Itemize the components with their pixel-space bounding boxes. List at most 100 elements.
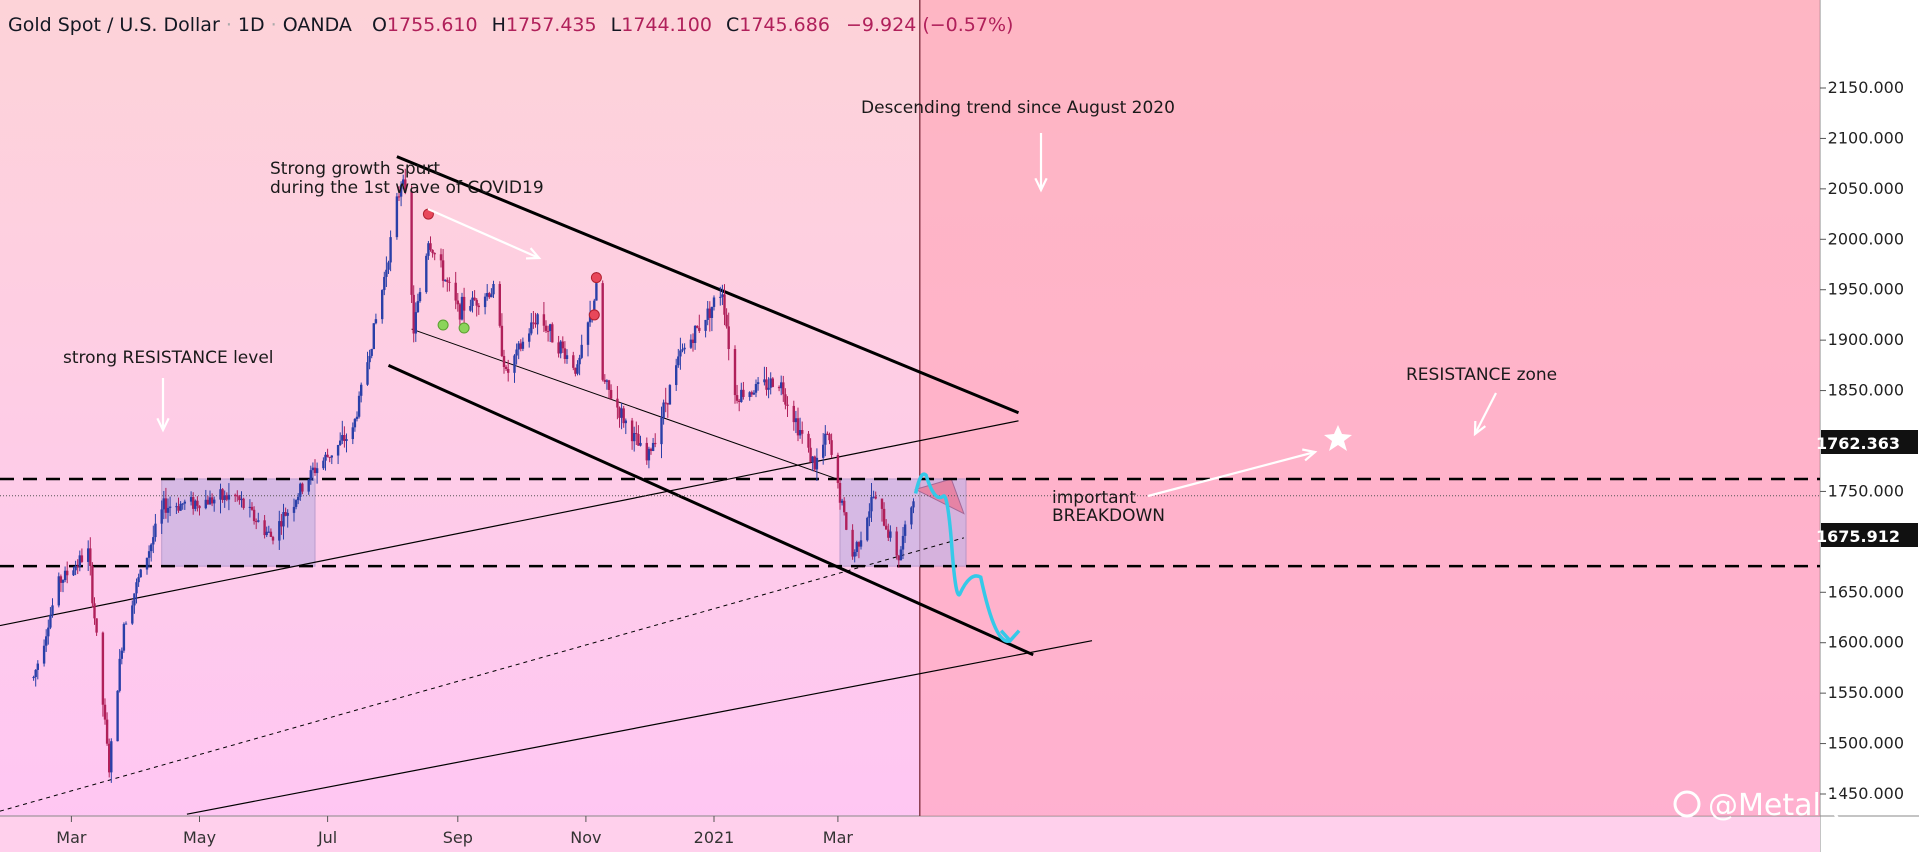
candle-body xyxy=(61,580,65,583)
candle-body xyxy=(475,299,478,306)
arrow-resistance-zone xyxy=(1474,392,1497,435)
candle-body xyxy=(557,342,560,354)
candle-body xyxy=(133,593,136,606)
candle-body xyxy=(492,284,495,295)
candle-body xyxy=(213,499,216,504)
time-tick-label: Nov xyxy=(570,828,601,847)
candle-body xyxy=(307,479,310,492)
candle-body xyxy=(765,379,768,390)
candle-body xyxy=(763,379,766,383)
arrow-growth xyxy=(427,207,540,260)
candle-body xyxy=(368,355,371,363)
candle-body xyxy=(483,296,487,308)
candle-body xyxy=(402,179,405,185)
candle-body xyxy=(116,690,119,742)
candle-body xyxy=(859,540,863,547)
candle-body xyxy=(836,454,840,483)
candle-body xyxy=(297,496,300,501)
candle-body xyxy=(343,435,346,441)
candle-body xyxy=(444,279,447,281)
price-tick-label: 1450.000 xyxy=(1828,784,1904,803)
candle-body xyxy=(513,355,516,373)
candle-body xyxy=(250,506,254,510)
candle-body xyxy=(248,506,252,508)
price-tick-label: 1900.000 xyxy=(1828,330,1904,349)
candle-body xyxy=(278,521,281,541)
time-tick-label: Jul xyxy=(317,828,337,847)
candle-body xyxy=(189,497,193,502)
candle-body xyxy=(477,305,480,308)
candle-body xyxy=(395,196,399,238)
candle-body xyxy=(42,645,46,664)
price-tick-label: 2150.000 xyxy=(1828,78,1904,97)
candle-body xyxy=(353,418,357,428)
candle-body xyxy=(868,511,871,518)
candle-body xyxy=(397,196,401,198)
candle-body xyxy=(238,496,241,501)
trend-line-long-support xyxy=(0,420,1019,627)
candle-body xyxy=(91,565,94,604)
arrow-growth-head xyxy=(525,247,542,260)
candle-body xyxy=(738,400,741,402)
time-axis-panel[interactable] xyxy=(0,816,1820,852)
price-tick-label: 1600.000 xyxy=(1828,633,1904,652)
candle-body xyxy=(838,482,842,503)
candle-body xyxy=(118,658,121,691)
annotation-breakdown-line1: important xyxy=(1052,488,1136,508)
candle-body xyxy=(733,349,737,396)
candle-body xyxy=(845,512,848,530)
candle-body xyxy=(389,237,392,263)
candle-body xyxy=(725,314,728,327)
candle-body xyxy=(301,483,304,492)
candle-body xyxy=(456,300,459,305)
price-axis-panel[interactable] xyxy=(1820,0,1919,852)
candle-body xyxy=(500,325,504,356)
candle-body xyxy=(225,495,228,500)
candle-body xyxy=(147,551,151,558)
forecast-arrowhead xyxy=(999,629,1021,644)
candle-body xyxy=(603,379,606,382)
candle-body xyxy=(154,523,157,538)
candle-body xyxy=(767,387,770,390)
time-ticks: Mar May Jul Sep Nov 2021 Mar xyxy=(56,816,853,847)
candle-body xyxy=(137,577,140,583)
candle-body xyxy=(284,512,287,516)
candle-body xyxy=(595,283,598,301)
level-label-lower: 1675.912 xyxy=(1816,527,1900,546)
candle-body xyxy=(622,408,625,424)
forecast-path xyxy=(913,472,1021,644)
candle-body xyxy=(851,529,854,557)
candle-body xyxy=(887,529,890,538)
candle-body xyxy=(135,582,138,594)
candle-body xyxy=(563,348,567,359)
candle-body xyxy=(551,324,554,343)
low-label: L xyxy=(611,14,622,36)
candle-body xyxy=(515,349,518,356)
candle-body xyxy=(76,565,79,567)
open-label: O xyxy=(372,14,387,36)
candle-body xyxy=(826,433,829,435)
candle-body xyxy=(448,281,451,283)
candle-body xyxy=(66,570,69,576)
candle-body xyxy=(473,297,476,300)
candle-body xyxy=(324,454,327,461)
arrow-breakdown-head xyxy=(1302,448,1318,462)
candle-body xyxy=(204,499,207,509)
candle-body xyxy=(345,439,348,441)
candle-body xyxy=(633,433,636,442)
candle-body xyxy=(635,433,638,435)
candle-body xyxy=(727,326,730,350)
price-tick-label: 1500.000 xyxy=(1828,734,1904,753)
arrow-breakdown xyxy=(1147,450,1316,498)
candle-body xyxy=(208,497,212,505)
candle-body xyxy=(807,433,810,448)
arrow-descending-trend-head xyxy=(1034,177,1048,193)
candle-body xyxy=(889,531,892,538)
candle-body xyxy=(882,508,886,526)
candle-body xyxy=(47,627,50,637)
candle-body xyxy=(542,314,546,326)
candle-body xyxy=(414,312,417,334)
candle-body xyxy=(315,468,319,474)
